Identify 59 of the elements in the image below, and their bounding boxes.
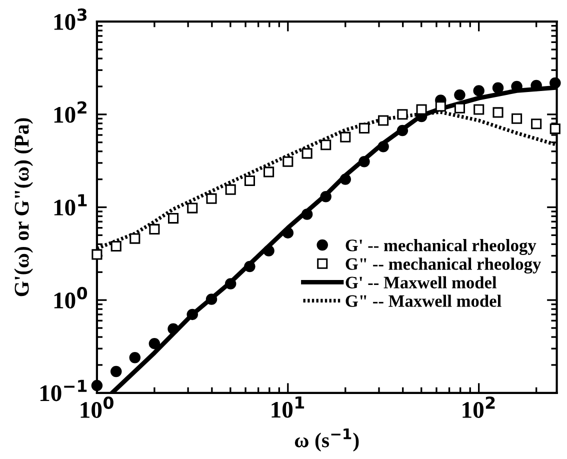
point <box>129 352 141 364</box>
point <box>263 245 274 256</box>
point <box>168 213 179 224</box>
point <box>225 184 236 195</box>
point <box>168 323 179 334</box>
point <box>454 89 466 101</box>
point <box>378 140 389 152</box>
point <box>206 294 218 305</box>
point <box>454 102 465 114</box>
point <box>320 140 332 150</box>
y-tick-label: 10$^{3}$ <box>54 8 87 30</box>
point <box>358 122 370 134</box>
y-tick-label: 10$^{0}$ <box>54 286 88 308</box>
point <box>301 208 313 220</box>
point <box>378 115 389 126</box>
point <box>550 77 561 89</box>
point <box>91 380 103 392</box>
point <box>435 101 446 112</box>
point <box>282 156 294 167</box>
point <box>397 109 408 120</box>
point <box>550 124 560 134</box>
point <box>492 107 504 118</box>
point <box>92 249 102 260</box>
point <box>396 124 408 136</box>
point <box>224 278 236 290</box>
y-tick-label: 10$^{2}$ <box>54 101 86 123</box>
point <box>187 202 198 214</box>
point <box>320 191 332 202</box>
point <box>110 366 122 378</box>
point <box>474 104 484 115</box>
point <box>531 118 542 130</box>
point <box>492 82 504 94</box>
point <box>130 233 140 244</box>
point <box>340 174 352 185</box>
point <box>110 240 122 252</box>
point <box>340 132 351 142</box>
point <box>511 113 522 124</box>
point <box>244 175 255 186</box>
point <box>148 338 160 350</box>
point <box>244 260 256 272</box>
point <box>473 85 484 96</box>
point <box>302 148 312 159</box>
x-tick-label: 10$^{2}$ <box>462 396 495 418</box>
point <box>416 104 427 115</box>
point <box>358 156 370 168</box>
legend-label: G' -- mechanical rheology <box>346 239 536 255</box>
point <box>186 308 198 320</box>
y-axis-title: G'(ω) or G"(ω) (Pa) <box>14 118 34 296</box>
point <box>206 193 217 204</box>
point <box>149 224 160 234</box>
x-axis-title: ω (s$^{−1}$) <box>294 428 359 452</box>
x-tick-label: 10$^{1}$ <box>272 396 304 418</box>
point <box>530 80 542 92</box>
point <box>263 166 274 178</box>
legend-label: G" -- Maxwell model <box>346 294 502 307</box>
point <box>282 227 294 238</box>
legend-label: G' -- Maxwell model <box>346 276 497 288</box>
legend-label: G" -- mechanical rheology <box>346 258 542 274</box>
y-tick-label: 10$^{1}$ <box>54 194 87 216</box>
